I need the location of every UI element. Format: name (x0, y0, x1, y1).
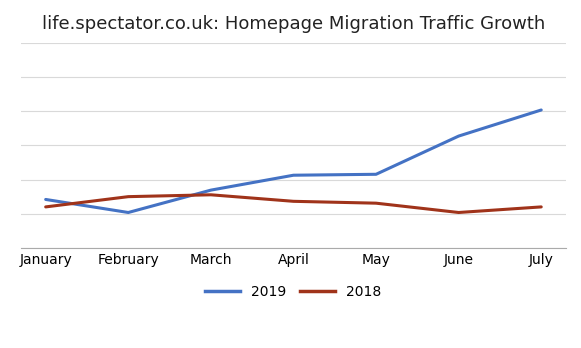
2018 (207, 193, 214, 197)
Line: 2019: 2019 (46, 110, 541, 213)
2018 (538, 205, 545, 209)
2018 (42, 205, 49, 209)
2019 (207, 188, 214, 192)
Legend: 2019, 2018: 2019, 2018 (200, 279, 387, 304)
2019 (42, 197, 49, 201)
2018 (290, 199, 297, 203)
2018 (455, 211, 462, 215)
2019 (372, 172, 379, 176)
2019 (455, 134, 462, 138)
2018 (372, 201, 379, 205)
2019 (538, 108, 545, 112)
2019 (290, 173, 297, 177)
Line: 2018: 2018 (46, 195, 541, 213)
2019 (125, 211, 132, 215)
Title: life.spectator.co.uk: Homepage Migration Traffic Growth: life.spectator.co.uk: Homepage Migration… (42, 15, 545, 33)
2018 (125, 195, 132, 199)
